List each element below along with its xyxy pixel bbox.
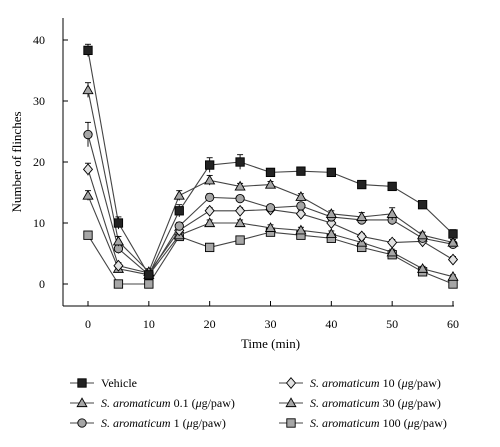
data-point (113, 218, 124, 228)
legend-item-6: S. aromaticum 100 (μg/paw) (279, 416, 447, 430)
legend-label: Vehicle (101, 376, 137, 390)
data-point (295, 191, 307, 201)
data-point (356, 230, 367, 243)
data-point (265, 167, 276, 178)
axes (62, 18, 454, 307)
data-point (235, 235, 245, 245)
data-point (325, 208, 337, 218)
data-point (326, 167, 336, 178)
series-line (87, 50, 454, 277)
axis-ticks: 0 10 20 30 40 0 10 20 30 40 50 60 (33, 33, 459, 331)
legend-label: S. aromaticum 10 (μg/paw) (310, 376, 441, 390)
data-point (416, 229, 429, 240)
data-point (296, 201, 306, 211)
legend-marker (77, 418, 87, 428)
x-tick-label: 20 (204, 317, 216, 331)
data-point (83, 230, 93, 240)
data-point (325, 228, 337, 239)
data-point (204, 204, 215, 217)
y-tick-label: 30 (33, 94, 45, 108)
data-point (82, 163, 94, 176)
legend-marker (285, 377, 297, 389)
data-point (144, 279, 154, 289)
series-1 (83, 43, 458, 280)
legend-label: S. aromaticum 0.1 (μg/paw) (101, 396, 235, 410)
data-point (235, 157, 245, 167)
legend-item-1: Vehicle (70, 376, 137, 390)
legend-label: S. aromaticum 100 (μg/paw) (310, 416, 447, 430)
data-point (205, 242, 215, 253)
data-point (204, 217, 216, 228)
legend: Vehicle S. aromaticum 0.1 (μg/paw) S. arom… (70, 376, 447, 430)
data-point (112, 235, 125, 246)
data-point (264, 222, 277, 232)
data-point (264, 178, 277, 189)
data-point (204, 174, 216, 185)
data-point (386, 246, 398, 257)
data-point (235, 193, 245, 204)
data-point (417, 200, 428, 210)
legend-item-5: S. aromaticum 30 (μg/paw) (279, 396, 441, 410)
data-point (357, 179, 367, 190)
data-point (356, 211, 368, 221)
legend-label: S. aromaticum 1 (μg/paw) (101, 416, 226, 430)
legend-marker (77, 378, 87, 388)
data-point (295, 224, 307, 235)
data-point (173, 189, 185, 200)
data-point (174, 206, 184, 216)
data-point (386, 208, 398, 218)
data-point (295, 207, 306, 220)
data-point (234, 180, 246, 191)
x-tick-label: 30 (265, 317, 277, 331)
plot-area (82, 43, 459, 289)
data-point (235, 204, 246, 217)
x-tick-label: 60 (447, 317, 459, 331)
data-point (144, 270, 154, 280)
legend-item-4: S. aromaticum 10 (μg/paw) (279, 376, 441, 390)
legend-marker (285, 397, 297, 408)
data-point (387, 181, 397, 192)
data-point (205, 160, 215, 170)
data-point (296, 166, 306, 176)
x-tick-label: 50 (386, 317, 398, 331)
legend-item-2: S. aromaticum 0.1 (μg/paw) (70, 396, 235, 410)
data-point (447, 253, 459, 266)
data-point (265, 203, 276, 213)
x-tick-label: 40 (325, 317, 337, 331)
legend-label: S. aromaticum 30 (μg/paw) (310, 396, 441, 410)
data-point (447, 270, 459, 281)
data-point (82, 84, 94, 95)
data-point (416, 263, 429, 273)
data-point (83, 129, 93, 140)
legend-item-3: S. aromaticum 1 (μg/paw) (70, 416, 226, 430)
y-axis-label: Number of flinches (9, 111, 24, 212)
y-tick-label: 10 (33, 216, 45, 230)
data-point (174, 221, 184, 231)
data-point (83, 45, 93, 56)
data-point (205, 192, 215, 203)
data-point (448, 229, 458, 239)
x-tick-label: 10 (143, 317, 155, 331)
x-axis-label: Time (min) (241, 336, 300, 351)
data-point (234, 217, 246, 228)
data-point (113, 259, 124, 272)
data-point (448, 279, 458, 289)
legend-marker (286, 418, 296, 428)
series-2 (82, 82, 459, 276)
series-line (87, 231, 454, 285)
data-point (387, 236, 398, 249)
y-tick-label: 20 (33, 155, 45, 169)
series-6 (83, 227, 458, 289)
legend-marker (76, 397, 88, 408)
data-point (447, 236, 459, 247)
x-tick-label: 0 (85, 317, 91, 331)
y-tick-label: 0 (39, 277, 45, 291)
data-point (113, 279, 124, 289)
data-point (82, 189, 94, 200)
series-3 (83, 121, 458, 280)
y-tick-label: 40 (33, 33, 45, 47)
